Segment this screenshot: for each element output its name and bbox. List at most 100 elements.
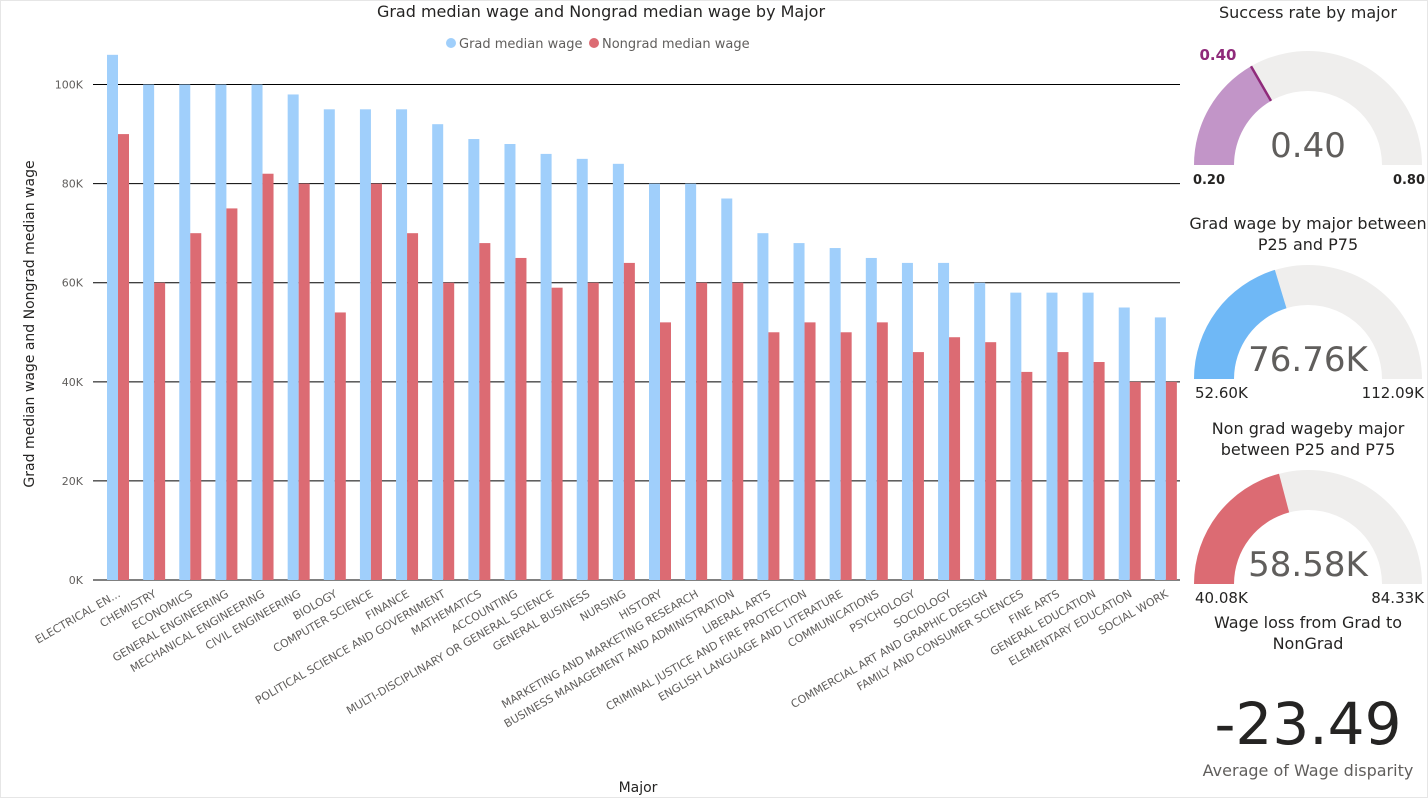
bar-nongrad <box>623 262 635 580</box>
bar-grad <box>1118 307 1130 580</box>
bar-grad <box>323 109 335 581</box>
gauge-value: 0.40 <box>1270 126 1346 166</box>
bar-grad <box>865 257 877 580</box>
y-axis-title: Grad median wage and Nongrad median wage <box>22 160 38 487</box>
bar-nongrad <box>370 183 382 581</box>
kpi-caption: Average of Wage disparity <box>1202 761 1414 780</box>
y-tick-label: 60K <box>62 277 84 290</box>
bars <box>107 54 1177 581</box>
bar-nongrad <box>732 282 744 580</box>
gauge-max-label: 112.09K <box>1362 384 1425 402</box>
gauge-target-label: 0.40 <box>1199 46 1236 64</box>
chart-title: Grad median wage and Nongrad median wage… <box>377 2 826 21</box>
bar-grad <box>612 163 624 580</box>
bar-grad <box>938 262 950 580</box>
x-axis-ticks: ELECTRICAL EN...CHEMISTRYECONOMICSGENERA… <box>33 587 1171 731</box>
success-gauge-title: Success rate by major <box>1219 3 1397 22</box>
bar-nongrad <box>876 322 888 580</box>
grad-wage-gauge: 76.76K 52.60K 112.09K <box>1194 265 1425 402</box>
gauge-min-label: 0.20 <box>1193 173 1225 188</box>
bar-grad <box>359 109 371 581</box>
bar-grad <box>757 233 769 580</box>
bar-grad <box>468 139 480 580</box>
y-tick-label: 20K <box>62 475 84 488</box>
bar-grad <box>1082 292 1094 580</box>
bar-grad <box>251 84 263 580</box>
bar-grad <box>1154 317 1166 580</box>
legend-nongrad-marker <box>589 38 599 48</box>
bar-grad <box>143 84 155 580</box>
y-tick-label: 80K <box>62 178 84 191</box>
bar-grad <box>901 262 913 580</box>
bar-nongrad <box>768 332 780 580</box>
bar-grad <box>793 243 805 580</box>
bar-grad <box>396 109 408 581</box>
bar-grad <box>576 158 588 580</box>
gauge-max-label: 84.33K <box>1371 589 1425 607</box>
gauge-min-label: 52.60K <box>1195 384 1249 402</box>
bar-nongrad <box>912 352 924 580</box>
y-tick-label: 100K <box>55 79 84 92</box>
bar-grad <box>1046 292 1058 580</box>
nongrad-wage-gauge: 58.58K 40.08K 84.33K <box>1194 470 1425 607</box>
bar-nongrad <box>226 208 238 580</box>
bar-grad <box>432 124 444 580</box>
bar-grad <box>974 282 986 580</box>
legend-grad-marker <box>446 38 456 48</box>
y-tick-label: 0K <box>69 574 84 587</box>
bar-nongrad <box>840 332 852 580</box>
bar-grad <box>179 84 191 580</box>
bar-nongrad <box>1129 381 1141 580</box>
x-axis-title: Major <box>619 780 658 796</box>
bar-nongrad <box>190 233 202 580</box>
gridlines <box>93 84 1180 581</box>
bar-nongrad <box>1093 362 1105 580</box>
bar-nongrad <box>949 337 961 580</box>
gauge-fill <box>1194 473 1290 584</box>
bar-nongrad <box>1165 381 1177 580</box>
kpi-value: -23.49 <box>1214 690 1402 758</box>
y-axis-ticks: 0K 20K 40K 60K 80K 100K <box>55 79 84 587</box>
bar-grad <box>829 248 841 580</box>
bar-nongrad <box>334 312 346 580</box>
gauge-value: 76.76K <box>1248 340 1369 380</box>
bar-nongrad <box>660 322 671 580</box>
gauge-min-label: 40.08K <box>1195 589 1249 607</box>
bar-nongrad <box>407 233 419 580</box>
bar-nongrad <box>1021 371 1033 580</box>
gauge-max-label: 0.80 <box>1393 173 1425 188</box>
bar-nongrad <box>118 134 129 580</box>
bar-grad <box>649 183 660 581</box>
kpi-title: Wage loss from Grad to NonGrad <box>1213 613 1403 653</box>
grad-wage-gauge-title: Grad wage by major between P25 and P75 <box>1189 214 1427 254</box>
bar-grad <box>540 153 552 580</box>
chart-legend[interactable]: Grad median wage Nongrad median wage <box>446 37 750 52</box>
bar-nongrad <box>515 257 527 580</box>
bar-nongrad <box>154 282 166 580</box>
bar-nongrad <box>696 282 708 580</box>
bar-nongrad <box>1057 352 1069 580</box>
bar-grad <box>1010 292 1022 580</box>
bar-grad <box>107 54 118 581</box>
bar-grad <box>287 94 299 581</box>
bar-grad <box>504 144 516 580</box>
bar-grad <box>721 198 733 580</box>
bar-nongrad <box>985 342 997 580</box>
bar-nongrad <box>479 243 491 580</box>
bar-nongrad <box>298 183 310 581</box>
nongrad-wage-gauge-title: Non grad wageby major between P25 and P7… <box>1211 419 1405 459</box>
success-rate-gauge: 0.40 0.40 0.20 0.80 <box>1193 46 1425 188</box>
bar-nongrad <box>443 282 455 580</box>
y-tick-label: 40K <box>62 376 84 389</box>
bar-grad <box>685 183 697 581</box>
legend-nongrad-label: Nongrad median wage <box>602 37 750 52</box>
bar-nongrad <box>587 282 599 580</box>
gauge-target-marker <box>1249 65 1273 102</box>
bar-nongrad <box>551 287 563 580</box>
bar-grad <box>215 84 227 580</box>
gauge-fill <box>1194 66 1271 165</box>
bar-nongrad <box>262 173 274 580</box>
wage-by-major-chart: Grad median wage and Nongrad median wage… <box>22 2 1180 796</box>
legend-grad-label: Grad median wage <box>459 37 582 52</box>
gauge-fill <box>1194 269 1287 379</box>
